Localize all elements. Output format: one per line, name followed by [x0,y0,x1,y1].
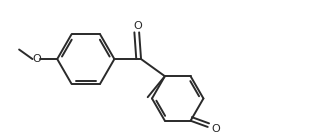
Text: O: O [211,124,220,134]
Text: O: O [32,54,40,64]
Text: O: O [134,21,143,31]
